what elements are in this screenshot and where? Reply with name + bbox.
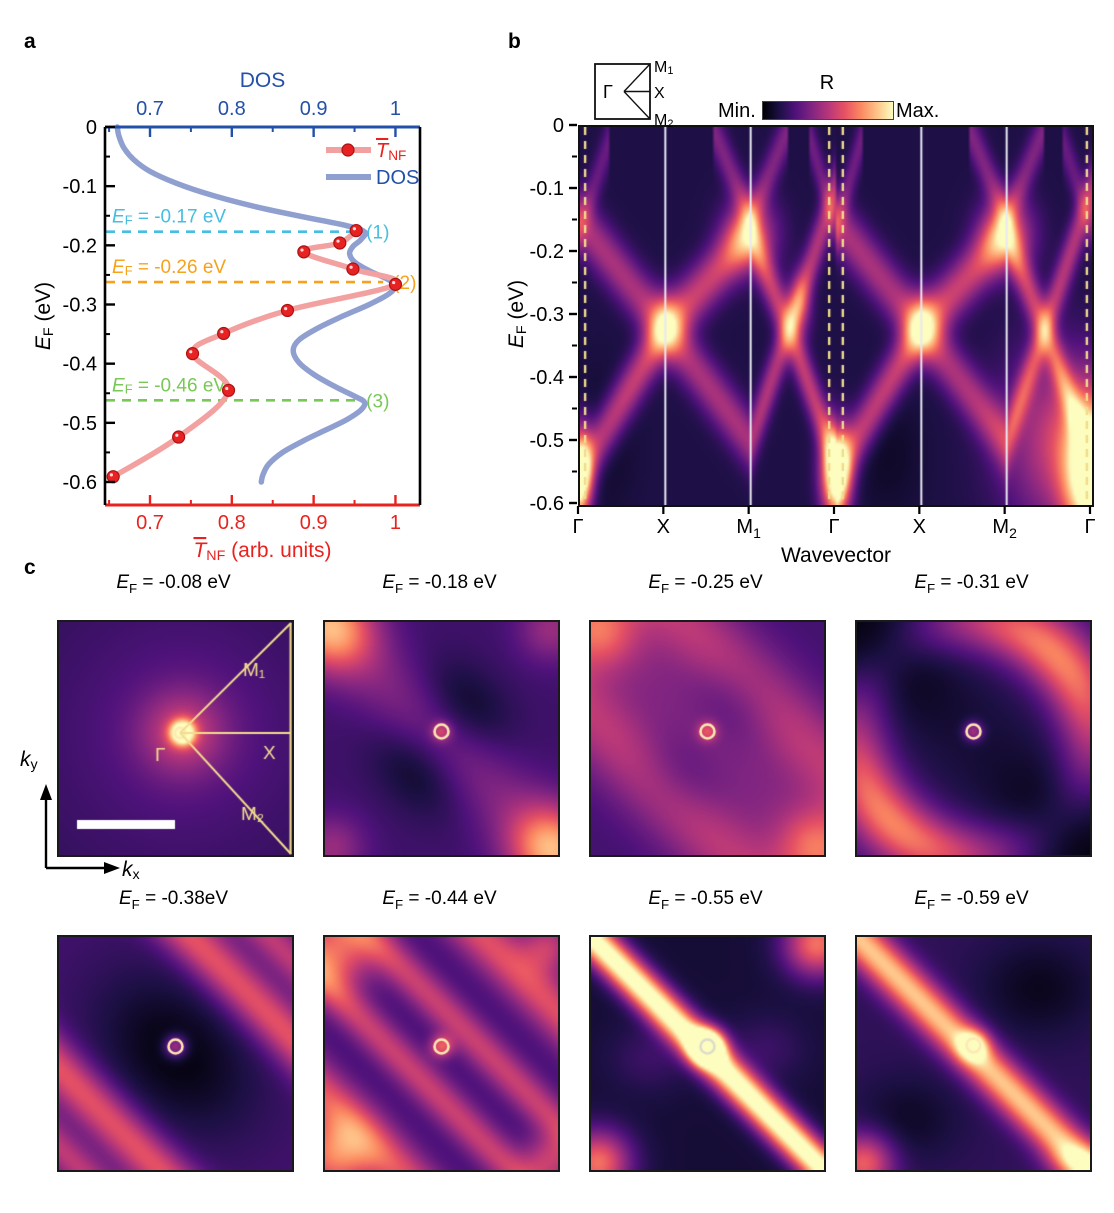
svg-text:0: 0 (553, 115, 564, 137)
fermi-surface-map-0 (57, 620, 294, 857)
svg-text:0.9: 0.9 (300, 512, 328, 534)
svg-text:EF (eV): EF (eV) (505, 280, 530, 348)
fermi-surface-title-4: EF = -0.38eV (118, 888, 228, 912)
colorbar-max-label: Max. (896, 100, 940, 122)
annotation-tag: (3) (366, 391, 389, 412)
tnf-data-point (388, 277, 403, 291)
svg-text:1: 1 (390, 98, 401, 120)
svg-text:EF = -0.17 eV: EF = -0.17 eV (112, 207, 226, 228)
fermi-surface-title-6: EF = -0.55 eV (648, 888, 763, 912)
fermi-surface-title-1: EF = -0.18 eV (382, 572, 497, 596)
wavevector-tick-6: Γ (1084, 516, 1096, 538)
panel-a-chart: EF = -0.17 eV(1)EF = -0.26 eV(2)EF = -0.… (32, 69, 422, 564)
tnf-data-point (221, 383, 236, 397)
svg-text:-0.2: -0.2 (530, 241, 564, 263)
svg-text:EF (eV): EF (eV) (32, 282, 57, 350)
panel-b-label: b (508, 30, 521, 53)
svg-text:-0.3: -0.3 (530, 304, 564, 326)
panel-a-label: a (24, 30, 36, 53)
k-axes: ky kx (20, 748, 140, 883)
annotation-tag: (1) (366, 223, 389, 244)
svg-text:0.7: 0.7 (136, 512, 164, 534)
fermi-surface-map-4 (57, 935, 294, 1172)
wavevector-tick-1: X (656, 516, 670, 538)
colorbar-title: R (819, 72, 835, 94)
band-structure-heatmap (578, 125, 1094, 507)
marker-highlight (352, 227, 356, 231)
panel-b-heatmap-panel: 0 -0.1 -0.2 -0.3 -0.4 -0.5 -0.6 EF (eV) Wavevec… (505, 50, 1114, 610)
wavevector-tick-3: Γ (828, 516, 840, 538)
fermi-surface-title-7: EF = -0.59 eV (914, 888, 1029, 912)
svg-text:ky: ky (20, 748, 39, 773)
tnf-data-point (333, 236, 347, 250)
svg-text:M2: M2 (654, 112, 673, 130)
svg-text:-0.1: -0.1 (63, 176, 97, 198)
svg-text:0.9: 0.9 (300, 98, 328, 120)
dos-curve (114, 124, 399, 485)
svg-text:TNF: TNF (376, 140, 406, 163)
colorbar-min-label: Min. (718, 100, 756, 122)
fermi-surface-title-0: EF = -0.08 eV (116, 572, 231, 596)
svg-text:EF = -0.46 eV: EF = -0.46 eV (112, 375, 226, 396)
tnf-data-point (185, 347, 200, 361)
tnf-data-point (217, 326, 231, 341)
svg-text:0.8: 0.8 (218, 98, 246, 120)
panel-b-xlabel: Wavevector (780, 544, 892, 567)
svg-text:-0.6: -0.6 (530, 493, 564, 515)
marker-highlight (220, 330, 224, 334)
wavevector-tick-5: M2 (992, 516, 1017, 541)
marker-highlight (284, 307, 288, 311)
svg-text:DOS: DOS (240, 69, 286, 92)
wavevector-tick-4: X (912, 516, 926, 538)
fermi-surface-map-2 (589, 620, 826, 857)
fermi-surface-title-3: EF = -0.31 eV (914, 572, 1029, 596)
marker-highlight (349, 265, 353, 269)
svg-text:-0.4: -0.4 (63, 354, 97, 376)
svg-text:kx: kx (122, 858, 140, 883)
marker-highlight (225, 386, 229, 391)
svg-text:-0.1: -0.1 (530, 178, 564, 200)
svg-text:0.8: 0.8 (218, 512, 246, 534)
fermi-surface-map-3 (855, 620, 1092, 857)
svg-text:-0.2: -0.2 (63, 235, 97, 257)
svg-text:0: 0 (86, 117, 97, 139)
fermi-surface-title-5: EF = -0.44 eV (382, 888, 497, 912)
wavevector-tick-0: Γ (572, 516, 584, 538)
svg-text:-0.5: -0.5 (63, 413, 97, 435)
svg-text:X: X (654, 85, 665, 102)
marker-highlight (300, 248, 304, 252)
tnf-data-point (297, 245, 311, 259)
wavevector-tick-2: M1 (736, 516, 761, 541)
colorbar-gradient (762, 101, 894, 120)
svg-text:-0.5: -0.5 (530, 430, 564, 452)
tnf-data-point (346, 262, 360, 276)
panel-c-label: c (24, 556, 36, 579)
svg-text:-0.4: -0.4 (530, 367, 564, 389)
tnf-data-point (172, 430, 186, 444)
tnf-data-point (349, 223, 363, 238)
svg-text:DOS: DOS (376, 167, 419, 189)
svg-text:Γ: Γ (603, 82, 613, 102)
fermi-surface-map-1 (323, 620, 560, 857)
svg-text:1: 1 (390, 512, 401, 534)
marker-highlight (336, 239, 340, 243)
fermi-surface-map-7 (855, 935, 1092, 1172)
svg-text:EF = -0.26 eV: EF = -0.26 eV (112, 257, 226, 278)
marker-highlight (392, 280, 396, 285)
marker-highlight (189, 350, 193, 354)
fermi-surface-map-5 (323, 935, 560, 1172)
svg-text:0.7: 0.7 (136, 98, 164, 120)
marker-highlight (175, 433, 179, 437)
marker-highlight (109, 473, 113, 477)
fermi-surface-title-2: EF = -0.25 eV (648, 572, 763, 596)
colorbar: Min. Max. R (718, 70, 940, 130)
brillouin-zone-inset: Γ M1 X M2 (594, 59, 673, 130)
fermi-surface-map-6 (589, 935, 826, 1172)
tnf-data-point (280, 303, 295, 318)
svg-text:TNF (arb. units): TNF (arb. units) (193, 539, 331, 564)
svg-text:-0.3: -0.3 (63, 295, 97, 317)
svg-text:M1: M1 (654, 59, 673, 77)
svg-text:-0.6: -0.6 (63, 472, 97, 494)
